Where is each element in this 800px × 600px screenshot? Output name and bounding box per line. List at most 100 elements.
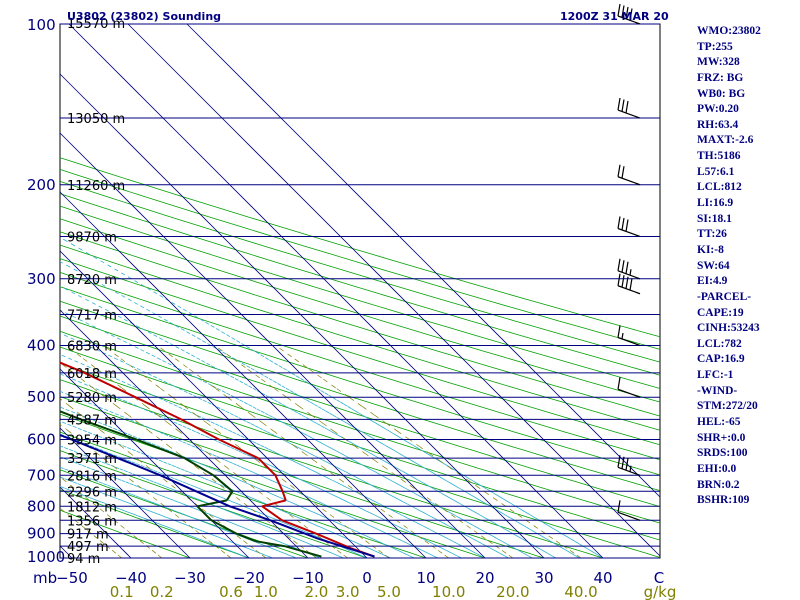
dry-adiabat	[59, 300, 661, 491]
height-level-label: 8720 m	[67, 273, 117, 288]
index-line: LCL:782	[697, 337, 742, 350]
dry-adiabat	[59, 169, 661, 350]
temperature-tick-label: −40	[115, 569, 147, 587]
wind-barb	[617, 325, 641, 347]
temperature-tick-label: −20	[233, 569, 265, 587]
trace-parcel	[59, 434, 375, 558]
barb-staff	[617, 270, 641, 280]
barb-feather	[625, 219, 629, 232]
dry-adiabat	[59, 286, 661, 476]
isotherm	[127, 23, 661, 557]
height-level-label: 6018 m	[67, 367, 117, 382]
pressure-tick-label: 400	[27, 337, 56, 355]
temperature-tick-label: 10	[416, 569, 435, 587]
barb-feather	[621, 217, 625, 231]
index-line: -WIND-	[697, 384, 738, 397]
pressure-tick-label: 200	[27, 176, 56, 194]
barb-feather	[617, 164, 621, 177]
barb-feather	[617, 97, 621, 111]
pressure-tick-label: 100	[27, 16, 56, 34]
index-line: EI:4.9	[697, 275, 728, 288]
moist-adiabat	[59, 486, 250, 559]
height-level-label: 1812 m	[67, 500, 117, 515]
barb-feather	[621, 260, 625, 273]
height-level-label: 1356 m	[67, 514, 117, 529]
barb-feather	[625, 458, 629, 471]
index-line: LI:16.9	[697, 197, 734, 210]
isotherm	[59, 250, 368, 559]
barb-feather	[617, 3, 621, 17]
barb-feather	[625, 6, 629, 20]
barb-staff	[617, 388, 641, 398]
wind-barb	[617, 258, 641, 280]
temperature-axis-unit: C	[654, 569, 664, 587]
barb-feather	[617, 258, 621, 271]
index-line: FRZ: BG	[697, 71, 744, 84]
pressure-tick-label: 900	[27, 525, 56, 543]
barb-staff	[617, 227, 641, 238]
height-level-label: 3371 m	[67, 452, 117, 467]
dry-adiabat	[59, 205, 661, 389]
barb-feather	[625, 276, 629, 289]
index-line: WB0: BG	[697, 87, 746, 100]
dry-adiabat	[59, 272, 661, 461]
barb-half-feather	[621, 332, 624, 340]
mixing-ratio-line	[59, 476, 163, 559]
isotherm	[59, 309, 309, 559]
height-level-label: 13050 m	[67, 112, 125, 127]
wind-barb	[617, 377, 641, 398]
mixing-ratio-label: 2.0	[304, 583, 328, 600]
wind-barb	[617, 500, 641, 521]
index-line: CAP:16.9	[697, 353, 745, 366]
barb-feather	[621, 99, 625, 112]
index-line: CINH:53243	[697, 322, 760, 335]
moist-adiabat	[59, 445, 344, 559]
mixing-ratio-label: 5.0	[377, 583, 401, 600]
mixing-ratio-line	[157, 345, 449, 559]
pressure-tick-label: 300	[27, 270, 56, 288]
moist-adiabat	[59, 373, 462, 559]
height-level-label: 9870 m	[67, 230, 117, 245]
mixing-ratio-label: 10.0	[432, 583, 465, 600]
temperature-tick-label: −30	[174, 569, 206, 587]
index-line: EHI:0.0	[697, 462, 737, 475]
index-line: TP:255	[697, 40, 733, 53]
isotherm	[68, 23, 604, 559]
height-level-label: 4587 m	[67, 413, 117, 428]
moist-adiabat	[59, 332, 509, 559]
height-level-label: 94 m	[67, 552, 100, 567]
index-line: BRN:0.2	[697, 478, 740, 491]
barb-staff	[617, 511, 641, 521]
pressure-tick-label: 600	[27, 431, 56, 449]
mixing-ratio-line	[59, 362, 317, 559]
mixing-ratio-label: 20.0	[496, 583, 529, 600]
height-level-label: 2296 m	[67, 485, 117, 500]
mixing-ratio-line	[103, 345, 390, 559]
moist-adiabat	[59, 261, 580, 559]
barb-feather	[617, 500, 621, 513]
dry-adiabat	[59, 362, 661, 558]
index-line: SW:64	[697, 259, 730, 272]
index-line: HEL:-65	[697, 416, 741, 429]
barb-feather	[617, 216, 621, 229]
pressure-tick-label: 500	[27, 388, 56, 406]
station-title: U3802 (23802) Sounding	[67, 10, 221, 23]
barb-feather	[617, 377, 621, 390]
barb-feather	[629, 8, 633, 21]
temperature-tick-label: 20	[475, 569, 494, 587]
temperature-tick-label: −10	[292, 569, 324, 587]
barb-staff	[617, 336, 641, 347]
height-level-label: 2816 m	[67, 469, 117, 484]
height-level-label: 3954 m	[67, 434, 117, 449]
dry-adiabat	[59, 346, 661, 541]
moist-adiabat	[59, 406, 415, 559]
temperature-tick-label: −50	[56, 569, 88, 587]
isotherm	[59, 427, 191, 559]
mixing-ratio-label: 40.0	[564, 583, 597, 600]
index-line: KI:-8	[697, 243, 724, 256]
dry-adiabat	[59, 157, 661, 338]
trace-dewpoint	[59, 410, 322, 558]
isotherm	[59, 368, 250, 559]
